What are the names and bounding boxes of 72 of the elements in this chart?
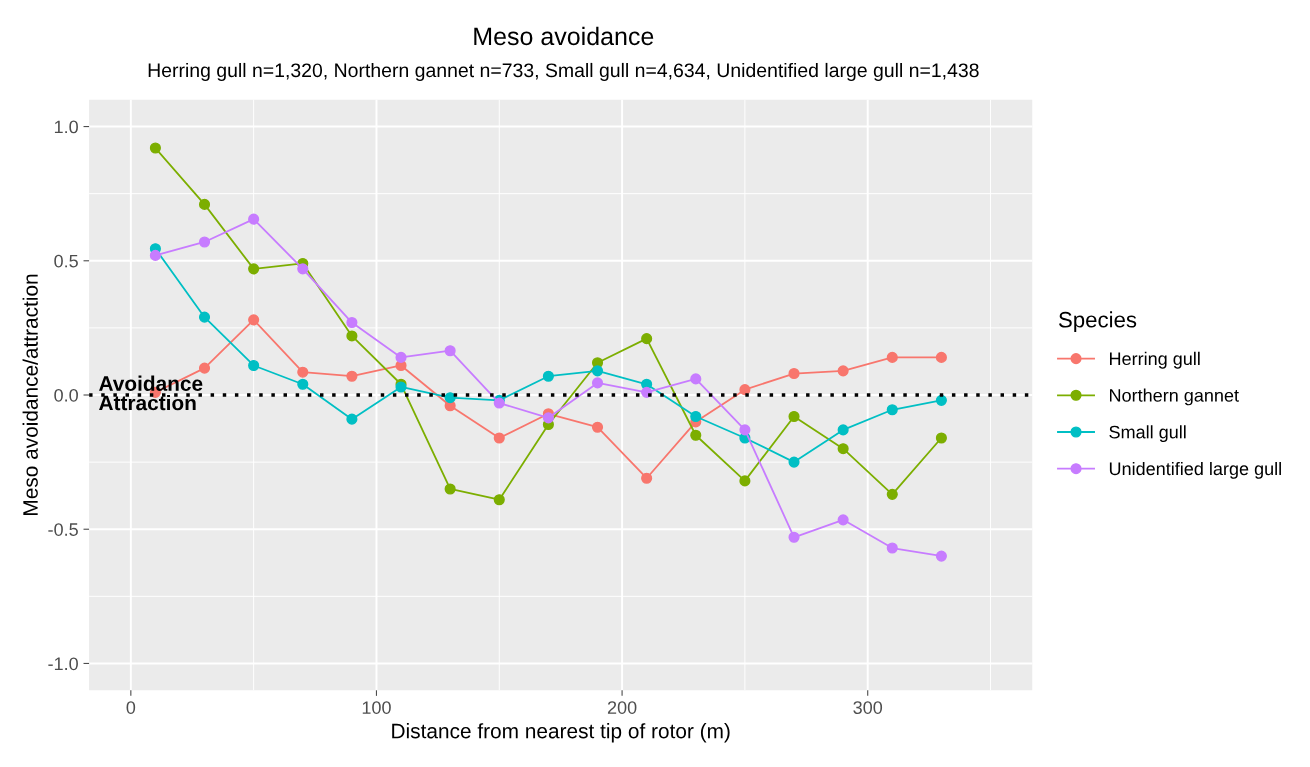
point bbox=[837, 365, 849, 377]
point bbox=[886, 542, 898, 554]
point bbox=[935, 550, 947, 562]
point bbox=[837, 443, 849, 455]
point bbox=[248, 213, 260, 225]
point bbox=[346, 413, 358, 425]
point bbox=[395, 351, 407, 363]
point bbox=[641, 472, 653, 484]
point bbox=[886, 488, 898, 500]
point bbox=[444, 483, 456, 495]
point bbox=[935, 394, 947, 406]
point bbox=[346, 316, 358, 329]
annotation: Avoidance bbox=[99, 375, 203, 391]
point bbox=[690, 373, 702, 385]
point bbox=[297, 263, 309, 275]
chart-title: Meso avoidance bbox=[474, 26, 654, 46]
point bbox=[739, 384, 751, 396]
y-tick-label: 0.0 bbox=[54, 388, 78, 402]
x-tick-label: 300 bbox=[853, 701, 883, 714]
legend-label: Herring gull bbox=[1110, 351, 1200, 369]
point bbox=[690, 410, 702, 423]
y-tick-label: 0.5 bbox=[54, 254, 78, 268]
point bbox=[886, 404, 898, 416]
y-tick-label: 1.0 bbox=[54, 120, 78, 134]
point bbox=[935, 432, 947, 444]
point bbox=[248, 314, 260, 326]
point bbox=[444, 392, 456, 404]
point bbox=[542, 370, 554, 382]
point bbox=[493, 494, 505, 506]
point bbox=[198, 311, 211, 323]
point bbox=[297, 378, 309, 390]
point bbox=[837, 514, 849, 526]
point bbox=[788, 410, 800, 423]
point bbox=[444, 345, 456, 357]
point bbox=[935, 351, 947, 363]
x-tick-label: 100 bbox=[362, 701, 391, 714]
point bbox=[297, 366, 309, 378]
point bbox=[198, 236, 211, 248]
point bbox=[149, 142, 161, 154]
point bbox=[198, 362, 211, 374]
point bbox=[788, 531, 800, 543]
point bbox=[641, 333, 653, 345]
point bbox=[788, 367, 800, 380]
point bbox=[542, 412, 554, 424]
point bbox=[690, 429, 702, 441]
point bbox=[591, 377, 604, 389]
point bbox=[198, 198, 211, 210]
point bbox=[739, 475, 751, 487]
point bbox=[248, 359, 260, 372]
legend-title: Species bbox=[1058, 311, 1137, 332]
y-tick-label: -0.5 bbox=[48, 523, 78, 536]
y-axis-title: Meso avoidance/attraction bbox=[22, 274, 38, 515]
point bbox=[591, 365, 604, 377]
point bbox=[739, 424, 751, 436]
point bbox=[837, 424, 849, 436]
point bbox=[886, 351, 898, 363]
point bbox=[149, 249, 161, 261]
annotation: Attraction bbox=[99, 395, 196, 411]
x-tick-label: 0 bbox=[126, 701, 136, 714]
legend-label: Small gull bbox=[1109, 425, 1186, 443]
point bbox=[788, 456, 800, 468]
point bbox=[591, 421, 604, 433]
legend-label: Unidentified large gull bbox=[1109, 461, 1281, 479]
chart-subtitle: Herring gull n=1,320, Northern gannet n=733, Small gull n=4,634, Unidentified large gull n=1,438 bbox=[148, 62, 979, 82]
x-axis-title: Distance from nearest tip of rotor (m) bbox=[392, 723, 730, 743]
point bbox=[248, 263, 260, 275]
point bbox=[346, 370, 358, 382]
point bbox=[346, 330, 358, 342]
point bbox=[493, 432, 505, 444]
legend-label: Northern gannet bbox=[1110, 388, 1239, 406]
x-tick-label: 200 bbox=[607, 701, 637, 714]
y-tick-label: -1.0 bbox=[48, 657, 78, 671]
